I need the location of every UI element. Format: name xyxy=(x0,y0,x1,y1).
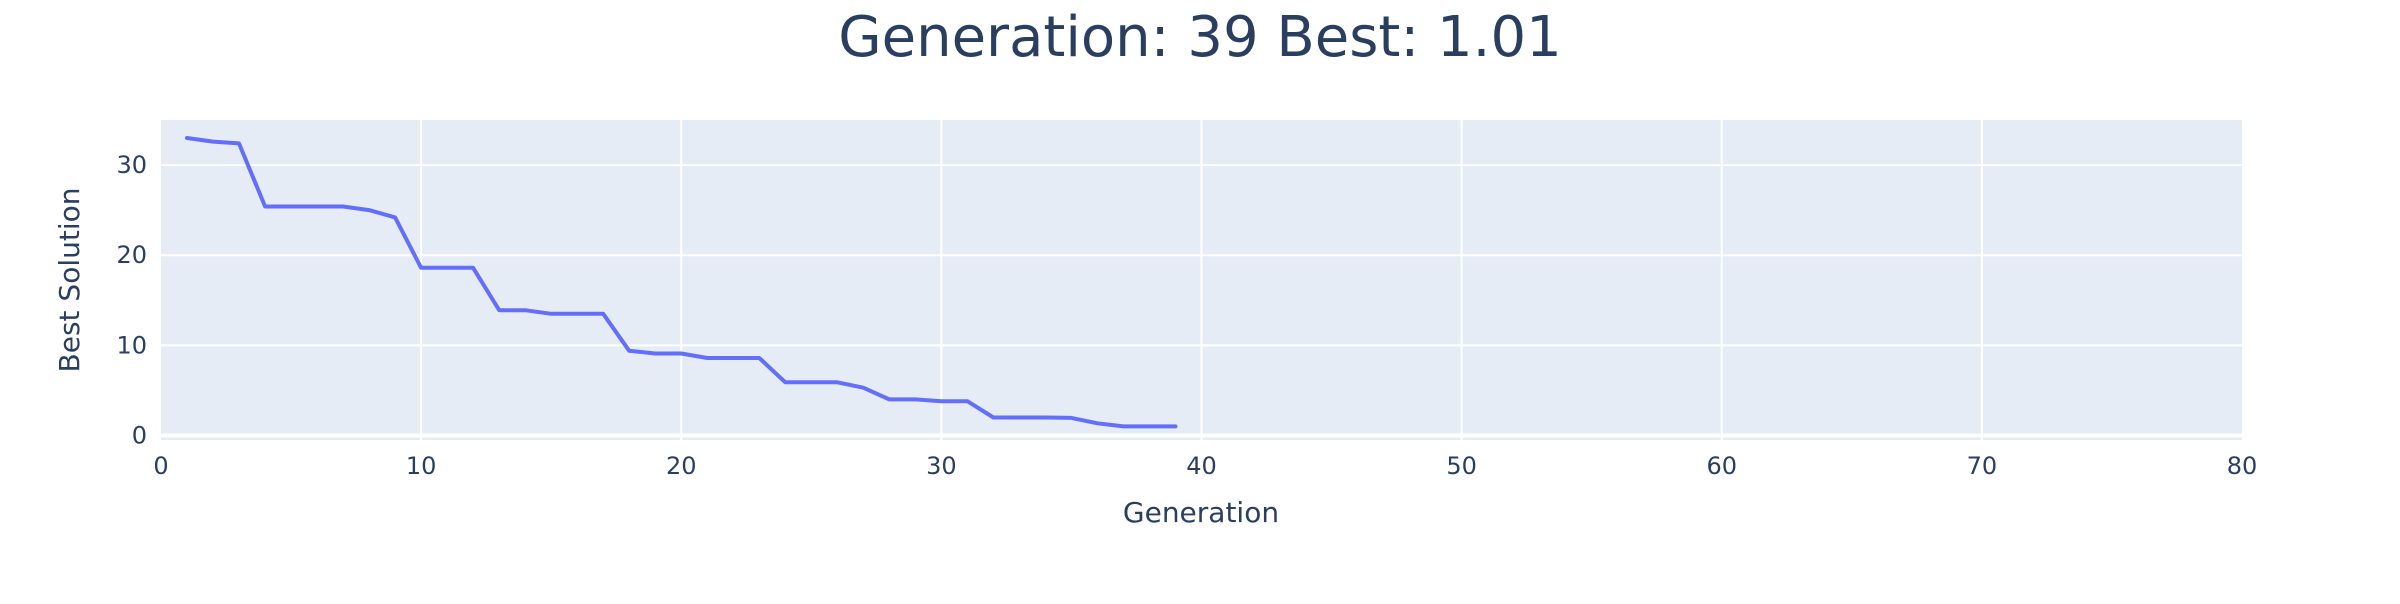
y-tick-labels: 0 10 20 30 xyxy=(116,151,147,449)
y-tick-label: 0 xyxy=(132,421,147,449)
y-gridlines xyxy=(161,164,2242,438)
x-tick-labels: 0 10 20 30 40 50 60 70 80 xyxy=(153,452,2257,480)
x-tick-label: 80 xyxy=(2227,452,2258,480)
x-tick-label: 30 xyxy=(926,452,957,480)
y-tick-label: 10 xyxy=(116,331,147,359)
y-tick-label: 20 xyxy=(116,241,147,269)
x-tick-label: 20 xyxy=(666,452,697,480)
x-axis-label: Generation xyxy=(1123,496,1279,529)
series-line xyxy=(185,136,1178,429)
x-tick-label: 10 xyxy=(406,452,437,480)
x-tick-label: 70 xyxy=(1967,452,1998,480)
chart-title: Generation: 39 Best: 1.01 xyxy=(838,5,1562,70)
x-tick-label: 40 xyxy=(1186,452,1217,480)
x-tick-label: 0 xyxy=(153,452,168,480)
x-gridlines xyxy=(420,120,1983,440)
y-axis-label: Best Solution xyxy=(53,188,86,373)
x-tick-label: 50 xyxy=(1446,452,1477,480)
x-tick-label: 60 xyxy=(1706,452,1737,480)
y-tick-label: 30 xyxy=(116,151,147,179)
